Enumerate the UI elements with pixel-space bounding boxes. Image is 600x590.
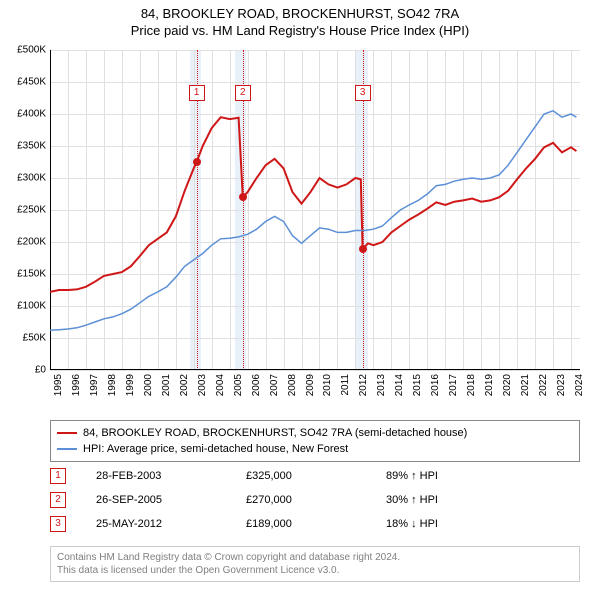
- y-tick-label: £450K: [17, 77, 46, 88]
- x-tick-label: 2004: [215, 374, 226, 396]
- legend-label-property: 84, BROOKLEY ROAD, BROCKENHURST, SO42 7R…: [83, 427, 467, 439]
- y-tick-label: £0: [35, 365, 46, 376]
- event-price-1: £325,000: [246, 470, 386, 482]
- x-tick-label: 2006: [251, 374, 262, 396]
- x-tick-label: 2003: [197, 374, 208, 396]
- event-row-2: 2 26-SEP-2005 £270,000 30% ↑ HPI: [50, 488, 580, 512]
- x-tick-label: 2020: [502, 374, 513, 396]
- x-tick-label: 2008: [287, 374, 298, 396]
- y-tick-label: £500K: [17, 45, 46, 56]
- x-tick-label: 2023: [556, 374, 567, 396]
- y-tick-label: £400K: [17, 109, 46, 120]
- x-tick-label: 2017: [448, 374, 459, 396]
- price-marker: [239, 193, 247, 201]
- x-tick-label: 2015: [412, 374, 423, 396]
- x-tick-label: 2013: [376, 374, 387, 396]
- event-hpi-2: 30% ↑ HPI: [386, 494, 506, 506]
- x-tick-label: 2018: [466, 374, 477, 396]
- x-tick-label: 2010: [322, 374, 333, 396]
- x-tick-label: 2014: [394, 374, 405, 396]
- price-marker: [193, 158, 201, 166]
- y-tick-label: £200K: [17, 237, 46, 248]
- x-tick-label: 2007: [269, 374, 280, 396]
- y-tick-label: £150K: [17, 269, 46, 280]
- series-property: [50, 117, 576, 292]
- legend-swatch-property: [57, 432, 77, 434]
- title-subtitle: Price paid vs. HM Land Registry's House …: [0, 23, 600, 38]
- event-row-1: 1 28-FEB-2003 £325,000 89% ↑ HPI: [50, 464, 580, 488]
- legend-row-hpi: HPI: Average price, semi-detached house,…: [57, 441, 573, 457]
- event-hpi-1: 89% ↑ HPI: [386, 470, 506, 482]
- x-tick-label: 2000: [143, 374, 154, 396]
- chart-titles: 84, BROOKLEY ROAD, BROCKENHURST, SO42 7R…: [0, 0, 600, 38]
- x-tick-label: 2024: [574, 374, 585, 396]
- event-date-2: 26-SEP-2005: [96, 494, 246, 506]
- title-address: 84, BROOKLEY ROAD, BROCKENHURST, SO42 7R…: [0, 6, 600, 21]
- plot-region: £0£50K£100K£150K£200K£250K£300K£350K£400…: [50, 50, 580, 370]
- x-tick-label: 1995: [53, 374, 64, 396]
- y-tick-label: £50K: [23, 333, 46, 344]
- x-tick-label: 2022: [538, 374, 549, 396]
- attribution-box: Contains HM Land Registry data © Crown c…: [50, 546, 580, 582]
- x-tick-label: 2009: [305, 374, 316, 396]
- legend-box: 84, BROOKLEY ROAD, BROCKENHURST, SO42 7R…: [50, 420, 580, 462]
- series-hpi: [50, 111, 576, 330]
- event-date-3: 25-MAY-2012: [96, 518, 246, 530]
- event-hpi-3: 18% ↓ HPI: [386, 518, 506, 530]
- event-marker-1: 1: [50, 468, 66, 484]
- legend-swatch-hpi: [57, 448, 77, 450]
- chart-area: £0£50K£100K£150K£200K£250K£300K£350K£400…: [50, 50, 580, 370]
- y-tick-label: £300K: [17, 173, 46, 184]
- x-tick-label: 1996: [71, 374, 82, 396]
- x-tick-label: 1997: [89, 374, 100, 396]
- x-tick-label: 2021: [520, 374, 531, 396]
- x-tick-label: 1998: [107, 374, 118, 396]
- x-tick-label: 1999: [125, 374, 136, 396]
- y-tick-label: £100K: [17, 301, 46, 312]
- event-date-1: 28-FEB-2003: [96, 470, 246, 482]
- x-tick-label: 2016: [430, 374, 441, 396]
- attribution-line2: This data is licensed under the Open Gov…: [57, 564, 573, 577]
- x-tick-label: 2011: [340, 374, 351, 396]
- event-price-2: £270,000: [246, 494, 386, 506]
- event-marker-3: 3: [50, 516, 66, 532]
- attribution-line1: Contains HM Land Registry data © Crown c…: [57, 551, 573, 564]
- event-marker-2: 2: [50, 492, 66, 508]
- x-tick-label: 2019: [484, 374, 495, 396]
- y-tick-label: £350K: [17, 141, 46, 152]
- x-tick-label: 2012: [358, 374, 369, 396]
- x-tick-label: 2001: [161, 374, 172, 396]
- event-row-3: 3 25-MAY-2012 £189,000 18% ↓ HPI: [50, 512, 580, 536]
- event-price-3: £189,000: [246, 518, 386, 530]
- y-tick-label: £250K: [17, 205, 46, 216]
- price-marker: [359, 245, 367, 253]
- x-tick-label: 2005: [233, 374, 244, 396]
- events-table: 1 28-FEB-2003 £325,000 89% ↑ HPI 2 26-SE…: [50, 464, 580, 536]
- legend-row-property: 84, BROOKLEY ROAD, BROCKENHURST, SO42 7R…: [57, 425, 573, 441]
- x-tick-label: 2002: [179, 374, 190, 396]
- legend-label-hpi: HPI: Average price, semi-detached house,…: [83, 443, 348, 455]
